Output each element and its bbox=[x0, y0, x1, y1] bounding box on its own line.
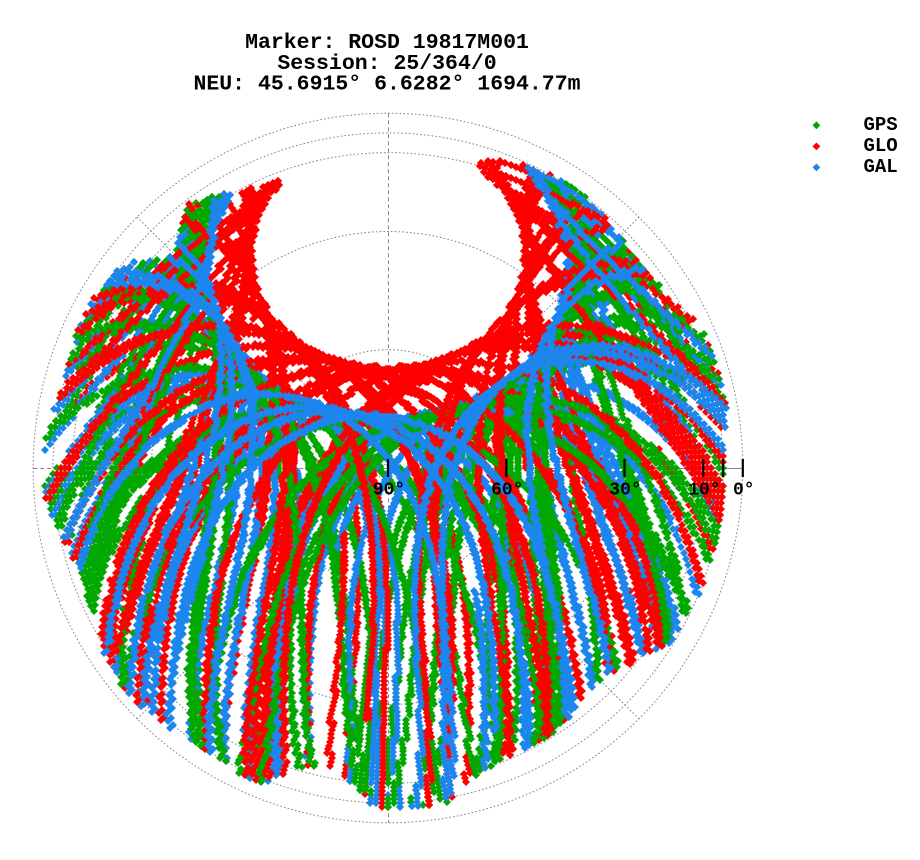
svg-text:30°: 30° bbox=[609, 481, 641, 501]
svg-text:90°: 90° bbox=[373, 481, 405, 501]
svg-text:NEU: 45.6915° 6.6282° 1694.77m: NEU: 45.6915° 6.6282° 1694.77m bbox=[193, 73, 580, 97]
svg-text:60°: 60° bbox=[491, 481, 523, 501]
svg-text:Session: 25/364/0: Session: 25/364/0 bbox=[277, 52, 496, 76]
svg-text:GLO: GLO bbox=[864, 135, 898, 157]
svg-text:GAL: GAL bbox=[864, 156, 898, 178]
svg-text:GPS: GPS bbox=[864, 114, 898, 136]
svg-text:10°: 10° bbox=[688, 481, 720, 501]
svg-text:Marker: ROSD 19817M001: Marker: ROSD 19817M001 bbox=[245, 31, 529, 55]
svg-text:0°: 0° bbox=[733, 481, 755, 501]
